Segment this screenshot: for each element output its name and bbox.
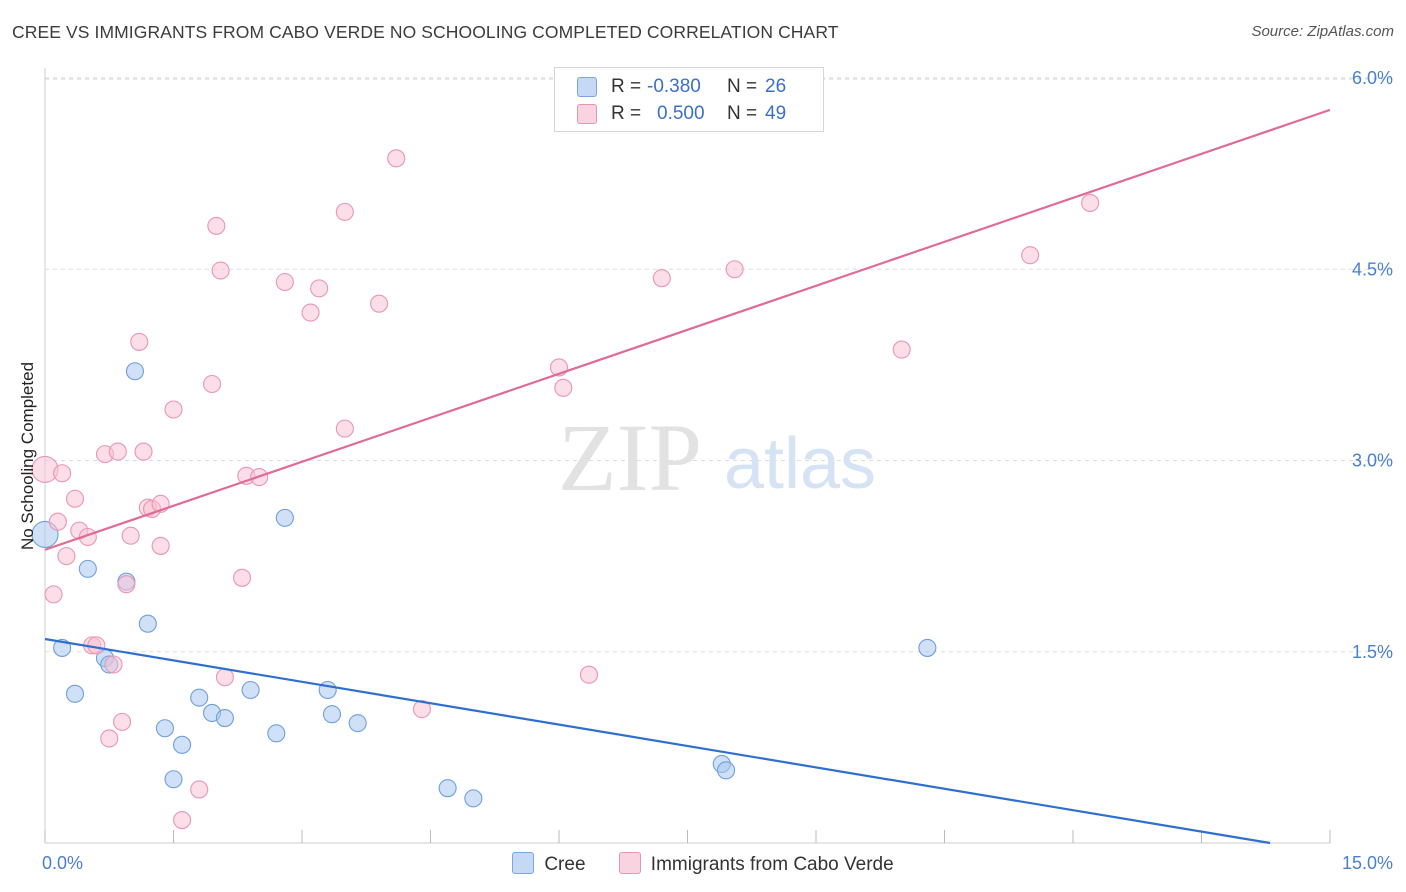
cree-point (78, 559, 97, 578)
cabo-verde-point (203, 374, 222, 394)
cabo-verde-point (211, 261, 230, 280)
legend-swatch-cree (577, 76, 597, 97)
cabo-verde-point (301, 303, 320, 322)
legend-item-cree[interactable]: Cree (512, 852, 586, 876)
cabo-verde-point (207, 216, 226, 235)
cree-point (716, 761, 736, 780)
source-label: Source: ZipAtlas.com (1251, 23, 1394, 40)
cabo-verde-point (554, 378, 573, 397)
x-tick-label: 0.0% (42, 853, 83, 873)
cabo-verde-point (113, 712, 132, 731)
x-tick-label: 15.0% (1342, 853, 1393, 873)
cabo-verde-point (108, 442, 127, 461)
cree-point (138, 614, 157, 633)
gridlines (45, 77, 1392, 653)
cree-point (918, 638, 937, 657)
legend-swatch-cabo-verde (577, 103, 597, 124)
cree-point (322, 705, 342, 724)
cree-trend-line (44, 637, 1271, 845)
legend-n-label: N = (727, 76, 758, 97)
legend-swatch-cabo-verde (618, 852, 641, 874)
legend-r-label: R = (611, 76, 642, 97)
watermark-zip: ZIP (558, 404, 702, 511)
watermark-atlas: atlas (724, 424, 876, 504)
cree-point (267, 724, 286, 743)
cabo-verde-point (104, 655, 123, 674)
cree-point (65, 684, 85, 703)
cree-point (464, 789, 483, 808)
cree-point (155, 719, 174, 738)
legend-label-cabo-verde: Immigrants from Cabo Verde (650, 854, 894, 875)
trend-lines (44, 108, 1331, 845)
legend-n-value: 26 (765, 76, 787, 97)
tick-labels: 1.5% 3.0% 4.5% 6.0% 0.0% 15.0% (42, 68, 1393, 873)
cabo-verde-point (1081, 193, 1100, 212)
cree-point (164, 770, 183, 789)
legend-swatch-cree (512, 852, 535, 874)
cabo-verde-point (1021, 246, 1040, 265)
cabo-verde-point (725, 260, 744, 279)
legend-row-cabo-verde: R = 0.500 N = 49 (577, 102, 786, 126)
cree-point (348, 714, 367, 733)
cree-point (438, 779, 457, 798)
cabo-verde-point (190, 780, 209, 799)
cabo-verde-point (164, 400, 183, 419)
cabo-verde-point (892, 340, 911, 359)
cabo-verde-point (151, 536, 170, 555)
cabo-verde-point (121, 526, 140, 545)
cree-point (190, 688, 209, 707)
cabo-verde-point (232, 568, 252, 587)
axes (44, 68, 1331, 844)
cabo-verde-point (387, 149, 406, 168)
watermark: ZIP atlas (558, 404, 876, 511)
cabo-verde-point (412, 700, 431, 719)
cree-point (215, 708, 234, 728)
series-legend: Cree Immigrants from Cabo Verde (0, 852, 1406, 876)
cabo-verde-point (335, 419, 354, 438)
cabo-verde-point (65, 489, 85, 508)
y-axis-label: No Schooling Completed (18, 362, 37, 550)
legend-row-cree: R = -0.380 N = 26 (577, 75, 786, 99)
cabo-verde-point (335, 202, 354, 221)
cabo-verde-point (57, 547, 76, 566)
legend-r-label: R = (611, 103, 642, 124)
cabo-verde-point (130, 332, 149, 351)
legend-item-cabo-verde[interactable]: Immigrants from Cabo Verde (618, 852, 894, 876)
legend-r-value: -0.380 (647, 76, 701, 97)
cabo-verde-point (48, 512, 67, 531)
cabo-verde-point (100, 729, 119, 748)
chart-title: CREE VS IMMIGRANTS FROM CABO VERDE NO SC… (12, 22, 839, 42)
y-tick-label: 6.0% (1352, 68, 1393, 88)
cabo-verde-point (215, 668, 234, 687)
legend-n-value: 49 (765, 103, 787, 124)
stats-legend: R = -0.380 N = 26 R = 0.500 N = 49 (554, 67, 824, 132)
cabo-verde-point (44, 585, 63, 604)
cabo-verde-point (53, 464, 72, 483)
cabo-verde-point (370, 294, 389, 313)
cree-point (125, 362, 144, 381)
cabo-verde-point (652, 269, 671, 288)
cabo-verde-points (31, 149, 1100, 830)
cree-point (275, 508, 294, 527)
cabo-verde-point (310, 279, 329, 298)
y-tick-label: 1.5% (1352, 642, 1393, 662)
legend-r-value: 0.500 (657, 103, 705, 124)
cabo-verde-point (117, 575, 136, 594)
cabo-verde-point (579, 665, 599, 684)
cabo-verde-point (275, 272, 294, 292)
cabo-verde-trend-line (44, 108, 1331, 551)
legend-n-label: N = (727, 103, 758, 124)
cree-point (173, 735, 192, 754)
y-tick-label: 4.5% (1352, 259, 1393, 279)
cabo-verde-point (173, 810, 192, 830)
cabo-verde-point (87, 636, 106, 655)
cree-point (241, 680, 260, 700)
legend-label-cree: Cree (544, 854, 586, 875)
cabo-verde-point (134, 442, 153, 461)
y-tick-label: 3.0% (1352, 451, 1393, 471)
